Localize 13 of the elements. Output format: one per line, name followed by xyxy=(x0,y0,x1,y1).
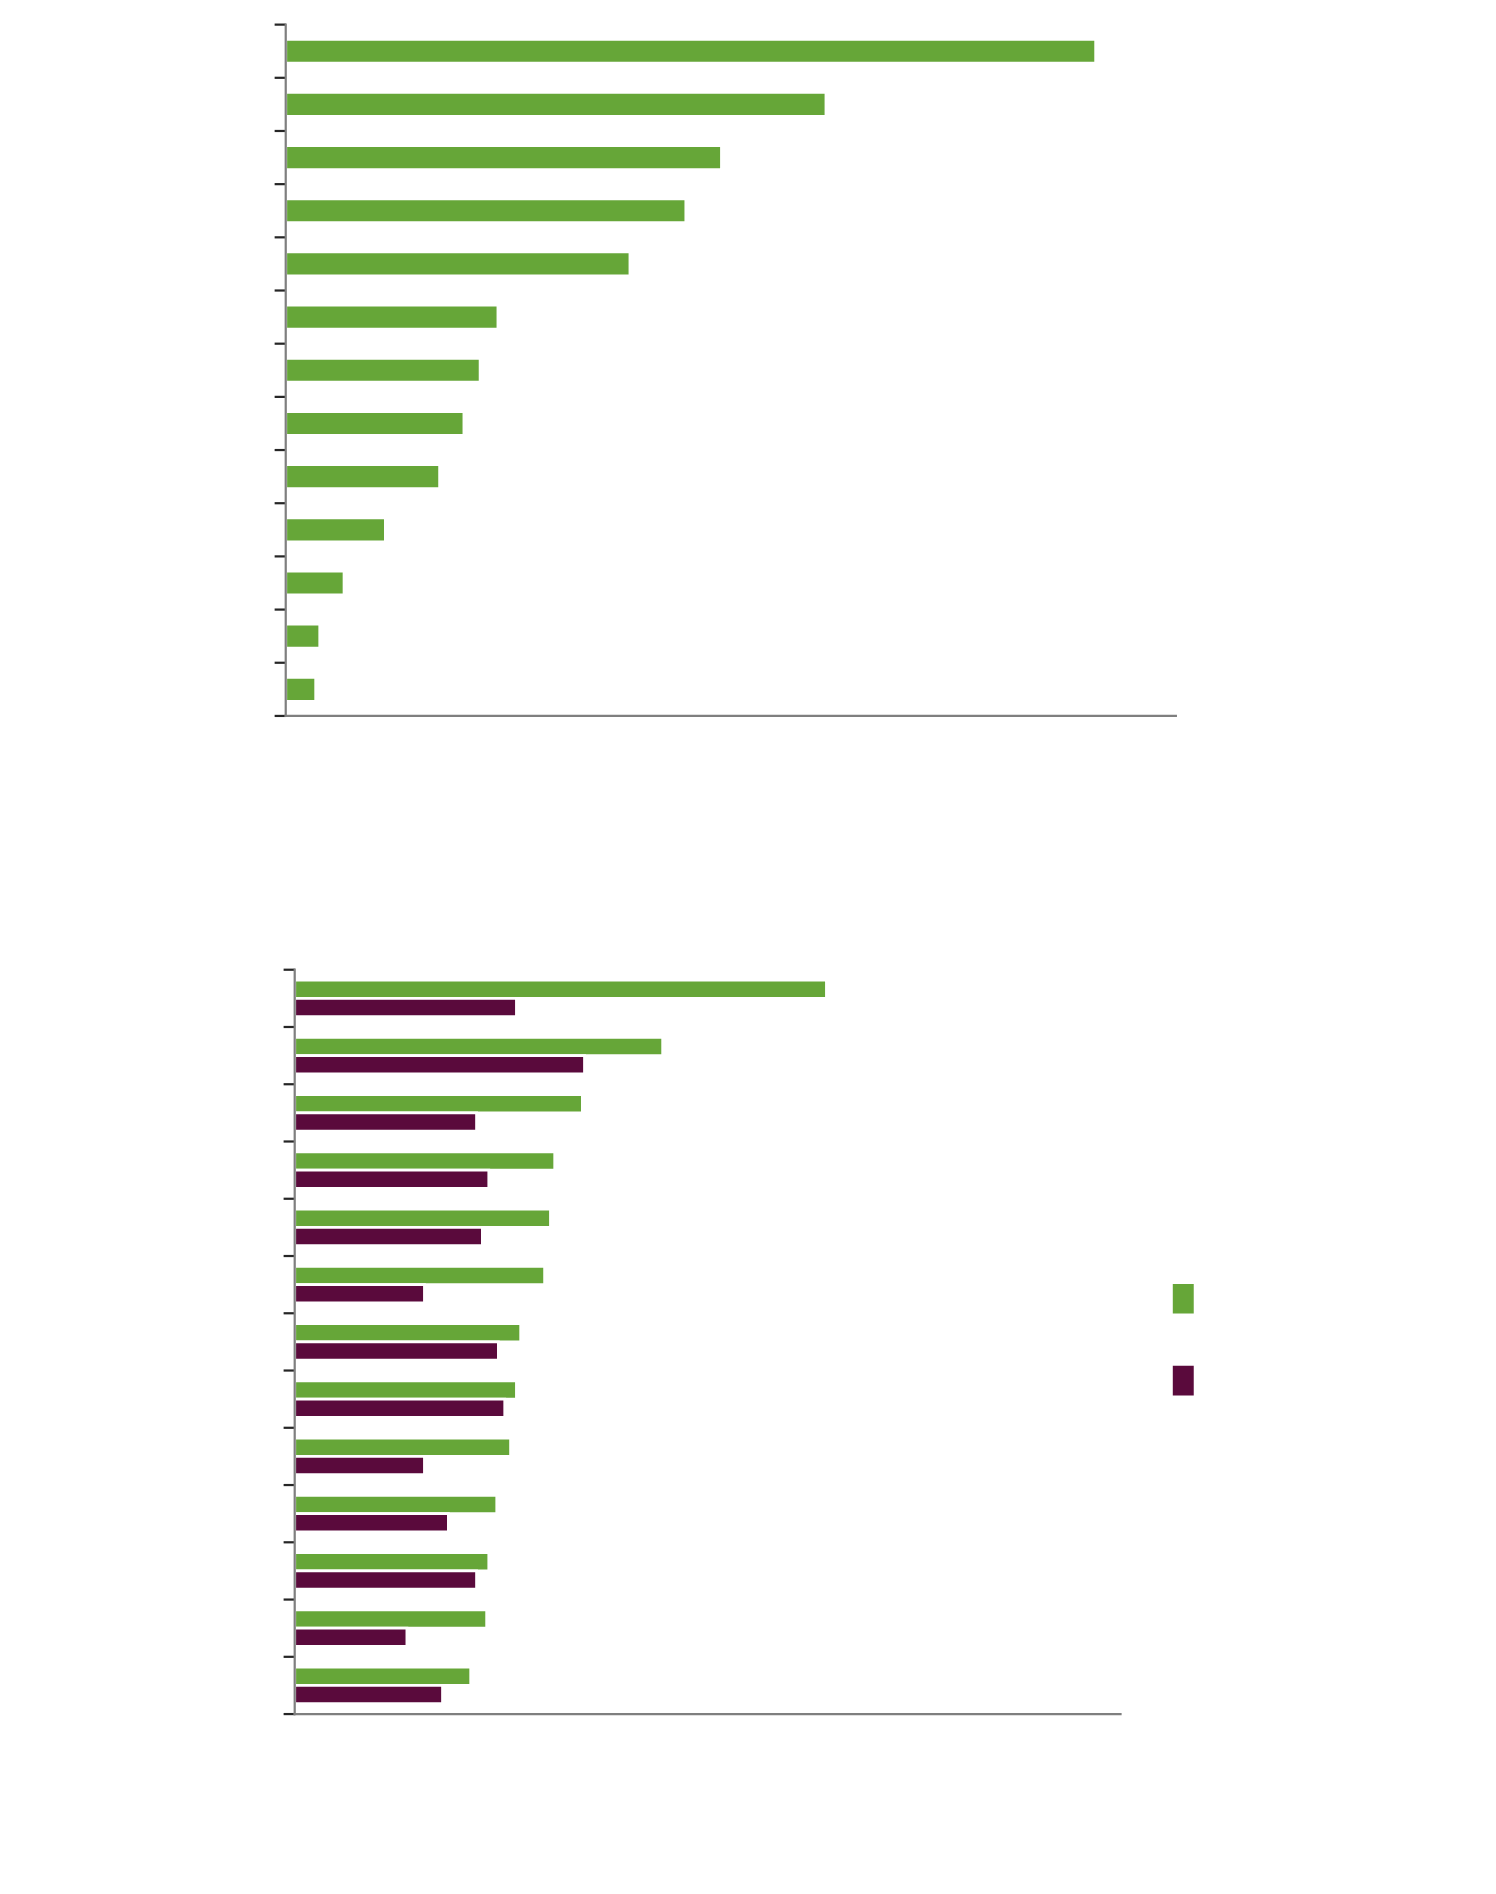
bar xyxy=(285,410,466,437)
bar xyxy=(285,144,723,171)
bar xyxy=(285,463,442,490)
bar xyxy=(285,675,318,703)
bar xyxy=(285,622,322,650)
bar xyxy=(285,569,346,597)
bar xyxy=(285,37,1098,65)
bar xyxy=(285,516,387,544)
bar xyxy=(285,356,482,384)
bar xyxy=(285,91,828,118)
bar xyxy=(285,197,688,225)
bar xyxy=(285,250,632,278)
bar xyxy=(285,303,500,331)
